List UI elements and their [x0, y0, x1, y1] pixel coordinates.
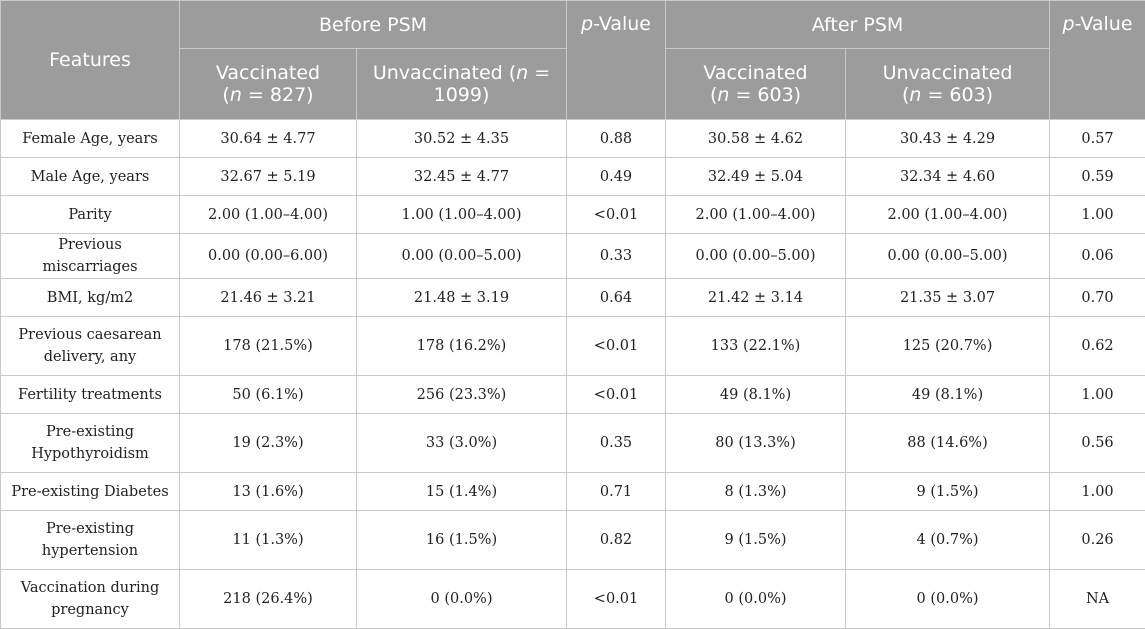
feature-cell: Pre-existing Hypothyroidism [1, 414, 180, 473]
header-pvalue-before: p-Value [567, 1, 666, 120]
after-vaccinated-cell: 0 (0.0%) [666, 570, 846, 629]
header-after-psm: After PSM [666, 1, 1050, 49]
table-row: Pre-existing Hypothyroidism 19 (2.3%) 33… [1, 414, 1145, 473]
header-after-vaccinated: Vaccinated(n = 603) [666, 49, 846, 120]
after-pvalue-cell: 1.00 [1050, 473, 1145, 511]
table-row: BMI, kg/m2 21.46 ± 3.21 21.48 ± 3.19 0.6… [1, 279, 1145, 317]
table-row: Fertility treatments 50 (6.1%) 256 (23.3… [1, 376, 1145, 414]
after-vaccinated-cell: 49 (8.1%) [666, 376, 846, 414]
feature-cell: Pre-existing Diabetes [1, 473, 180, 511]
table-row: Previous miscarriages 0.00 (0.00–6.00) 0… [1, 234, 1145, 279]
after-vaccinated-cell: 30.58 ± 4.62 [666, 120, 846, 158]
after-pvalue-cell: NA [1050, 570, 1145, 629]
before-pvalue-cell: <0.01 [567, 570, 666, 629]
after-unvaccinated-cell: 49 (8.1%) [846, 376, 1050, 414]
before-vaccinated-cell: 13 (1.6%) [180, 473, 357, 511]
after-pvalue-cell: 0.26 [1050, 511, 1145, 570]
header-features: Features [1, 1, 180, 120]
before-unvaccinated-cell: 21.48 ± 3.19 [357, 279, 567, 317]
table-row: Male Age, years 32.67 ± 5.19 32.45 ± 4.7… [1, 158, 1145, 196]
before-unvaccinated-cell: 16 (1.5%) [357, 511, 567, 570]
after-pvalue-cell: 0.06 [1050, 234, 1145, 279]
before-pvalue-cell: 0.82 [567, 511, 666, 570]
after-vaccinated-cell: 21.42 ± 3.14 [666, 279, 846, 317]
after-unvaccinated-cell: 0.00 (0.00–5.00) [846, 234, 1050, 279]
table-row: Vaccination during pregnancy 218 (26.4%)… [1, 570, 1145, 629]
table-row: Pre-existing Diabetes 13 (1.6%) 15 (1.4%… [1, 473, 1145, 511]
feature-cell: Vaccination during pregnancy [1, 570, 180, 629]
header-before-vaccinated: Vaccinated(n = 827) [180, 49, 357, 120]
header-before-psm: Before PSM [180, 1, 567, 49]
before-unvaccinated-cell: 30.52 ± 4.35 [357, 120, 567, 158]
header-pvalue-after: p-Value [1050, 1, 1145, 120]
after-vaccinated-cell: 2.00 (1.00–4.00) [666, 196, 846, 234]
feature-cell: Male Age, years [1, 158, 180, 196]
before-pvalue-cell: 0.49 [567, 158, 666, 196]
before-vaccinated-cell: 19 (2.3%) [180, 414, 357, 473]
before-vaccinated-cell: 11 (1.3%) [180, 511, 357, 570]
before-vaccinated-cell: 0.00 (0.00–6.00) [180, 234, 357, 279]
after-vaccinated-cell: 0.00 (0.00–5.00) [666, 234, 846, 279]
before-unvaccinated-cell: 256 (23.3%) [357, 376, 567, 414]
before-vaccinated-cell: 178 (21.5%) [180, 317, 357, 376]
after-unvaccinated-cell: 21.35 ± 3.07 [846, 279, 1050, 317]
before-unvaccinated-cell: 1.00 (1.00–4.00) [357, 196, 567, 234]
after-pvalue-cell: 0.56 [1050, 414, 1145, 473]
before-unvaccinated-cell: 33 (3.0%) [357, 414, 567, 473]
header-row-groups: Features Before PSM p-Value After PSM p-… [1, 1, 1145, 49]
feature-cell: Fertility treatments [1, 376, 180, 414]
before-pvalue-cell: 0.88 [567, 120, 666, 158]
before-vaccinated-cell: 218 (26.4%) [180, 570, 357, 629]
before-unvaccinated-cell: 0 (0.0%) [357, 570, 567, 629]
before-pvalue-cell: 0.33 [567, 234, 666, 279]
after-unvaccinated-cell: 9 (1.5%) [846, 473, 1050, 511]
feature-cell: BMI, kg/m2 [1, 279, 180, 317]
after-unvaccinated-cell: 32.34 ± 4.60 [846, 158, 1050, 196]
header-before-unvaccinated: Unvaccinated (n = 1099) [357, 49, 567, 120]
after-vaccinated-cell: 133 (22.1%) [666, 317, 846, 376]
before-vaccinated-cell: 21.46 ± 3.21 [180, 279, 357, 317]
table-row: Previous caesarean delivery, any 178 (21… [1, 317, 1145, 376]
before-unvaccinated-cell: 32.45 ± 4.77 [357, 158, 567, 196]
before-vaccinated-cell: 30.64 ± 4.77 [180, 120, 357, 158]
after-vaccinated-cell: 9 (1.5%) [666, 511, 846, 570]
table-row: Parity 2.00 (1.00–4.00) 1.00 (1.00–4.00)… [1, 196, 1145, 234]
before-unvaccinated-cell: 178 (16.2%) [357, 317, 567, 376]
before-pvalue-cell: <0.01 [567, 376, 666, 414]
after-vaccinated-cell: 8 (1.3%) [666, 473, 846, 511]
feature-cell: Previous miscarriages [1, 234, 180, 279]
before-pvalue-cell: <0.01 [567, 196, 666, 234]
before-vaccinated-cell: 32.67 ± 5.19 [180, 158, 357, 196]
after-pvalue-cell: 0.57 [1050, 120, 1145, 158]
after-vaccinated-cell: 80 (13.3%) [666, 414, 846, 473]
before-pvalue-cell: 0.35 [567, 414, 666, 473]
after-pvalue-cell: 0.62 [1050, 317, 1145, 376]
before-unvaccinated-cell: 0.00 (0.00–5.00) [357, 234, 567, 279]
table-row: Female Age, years 30.64 ± 4.77 30.52 ± 4… [1, 120, 1145, 158]
feature-cell: Previous caesarean delivery, any [1, 317, 180, 376]
before-vaccinated-cell: 2.00 (1.00–4.00) [180, 196, 357, 234]
after-unvaccinated-cell: 4 (0.7%) [846, 511, 1050, 570]
before-pvalue-cell: 0.64 [567, 279, 666, 317]
header-after-unvaccinated: Unvaccinated(n = 603) [846, 49, 1050, 120]
after-unvaccinated-cell: 2.00 (1.00–4.00) [846, 196, 1050, 234]
table-row: Pre-existing hypertension 11 (1.3%) 16 (… [1, 511, 1145, 570]
after-unvaccinated-cell: 88 (14.6%) [846, 414, 1050, 473]
before-unvaccinated-cell: 15 (1.4%) [357, 473, 567, 511]
after-pvalue-cell: 0.59 [1050, 158, 1145, 196]
before-pvalue-cell: 0.71 [567, 473, 666, 511]
after-pvalue-cell: 0.70 [1050, 279, 1145, 317]
before-pvalue-cell: <0.01 [567, 317, 666, 376]
before-vaccinated-cell: 50 (6.1%) [180, 376, 357, 414]
after-vaccinated-cell: 32.49 ± 5.04 [666, 158, 846, 196]
feature-cell: Female Age, years [1, 120, 180, 158]
after-pvalue-cell: 1.00 [1050, 196, 1145, 234]
after-pvalue-cell: 1.00 [1050, 376, 1145, 414]
after-unvaccinated-cell: 125 (20.7%) [846, 317, 1050, 376]
after-unvaccinated-cell: 0 (0.0%) [846, 570, 1050, 629]
feature-cell: Parity [1, 196, 180, 234]
feature-cell: Pre-existing hypertension [1, 511, 180, 570]
after-unvaccinated-cell: 30.43 ± 4.29 [846, 120, 1050, 158]
